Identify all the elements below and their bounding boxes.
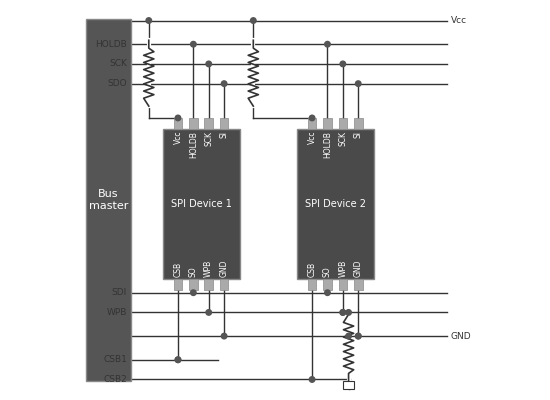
Bar: [323, 118, 332, 129]
Text: SI: SI: [219, 131, 229, 138]
Text: SDI: SDI: [112, 288, 127, 297]
Circle shape: [175, 357, 181, 362]
Bar: [189, 279, 197, 290]
Text: GND: GND: [450, 332, 471, 340]
Circle shape: [346, 310, 351, 315]
Text: SCK: SCK: [204, 131, 213, 146]
Circle shape: [206, 310, 212, 315]
Bar: [220, 118, 228, 129]
Circle shape: [355, 333, 361, 339]
Text: SCK: SCK: [338, 131, 348, 146]
Text: SPI Device 1: SPI Device 1: [170, 199, 232, 209]
Circle shape: [355, 81, 361, 86]
Text: GND: GND: [219, 260, 229, 277]
Bar: [174, 279, 182, 290]
Text: WPB: WPB: [204, 260, 213, 277]
Circle shape: [221, 333, 227, 339]
Text: GND: GND: [354, 260, 363, 277]
Bar: [308, 118, 316, 129]
Circle shape: [191, 290, 196, 296]
Text: CSB: CSB: [307, 262, 317, 277]
Text: CSB: CSB: [173, 262, 183, 277]
Text: SCK: SCK: [109, 60, 127, 68]
Text: HOLDB: HOLDB: [323, 131, 332, 158]
Text: Vcc: Vcc: [173, 131, 183, 144]
Circle shape: [346, 333, 351, 339]
Bar: [205, 279, 213, 290]
Bar: [323, 279, 332, 290]
Text: Vcc: Vcc: [450, 16, 466, 25]
Bar: [354, 279, 362, 290]
Circle shape: [324, 290, 330, 296]
Text: WPB: WPB: [338, 260, 348, 277]
Text: SO: SO: [323, 266, 332, 277]
Circle shape: [175, 115, 181, 121]
Circle shape: [146, 18, 152, 23]
Circle shape: [175, 357, 181, 362]
Text: WPB: WPB: [107, 308, 127, 317]
Circle shape: [251, 18, 256, 23]
Circle shape: [340, 310, 345, 315]
Circle shape: [191, 42, 196, 47]
Bar: [86, 18, 131, 382]
Bar: [296, 129, 373, 279]
Bar: [205, 118, 213, 129]
Text: Bus
master: Bus master: [89, 189, 128, 211]
Text: HOLDB: HOLDB: [189, 131, 198, 158]
Circle shape: [221, 81, 227, 86]
Bar: [338, 279, 347, 290]
Text: HOLDB: HOLDB: [95, 40, 127, 49]
Bar: [174, 118, 182, 129]
Bar: [343, 382, 355, 388]
Bar: [220, 279, 228, 290]
Circle shape: [206, 61, 212, 67]
Bar: [163, 129, 239, 279]
Bar: [308, 279, 316, 290]
Text: SO: SO: [189, 266, 198, 277]
Bar: [354, 118, 362, 129]
Text: SI: SI: [354, 131, 363, 138]
Text: CSB2: CSB2: [103, 375, 127, 384]
Circle shape: [355, 333, 361, 339]
Bar: [338, 118, 347, 129]
Circle shape: [340, 310, 345, 315]
Circle shape: [340, 61, 345, 67]
Bar: [189, 118, 197, 129]
Text: SDO: SDO: [107, 79, 127, 88]
Circle shape: [324, 42, 330, 47]
Circle shape: [309, 115, 315, 121]
Text: SPI Device 2: SPI Device 2: [305, 199, 366, 209]
Text: Vcc: Vcc: [307, 131, 317, 144]
Text: CSB1: CSB1: [103, 355, 127, 364]
Circle shape: [309, 377, 315, 382]
